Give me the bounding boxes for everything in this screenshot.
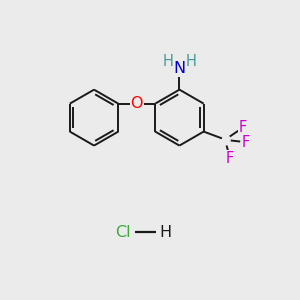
Text: N: N <box>173 61 185 76</box>
Text: O: O <box>130 96 143 111</box>
Text: F: F <box>242 135 250 150</box>
Text: Cl: Cl <box>115 225 131 240</box>
Text: H: H <box>163 55 174 70</box>
Text: H: H <box>185 55 196 70</box>
Text: H: H <box>159 225 171 240</box>
Text: F: F <box>226 151 234 166</box>
Text: F: F <box>239 120 247 135</box>
